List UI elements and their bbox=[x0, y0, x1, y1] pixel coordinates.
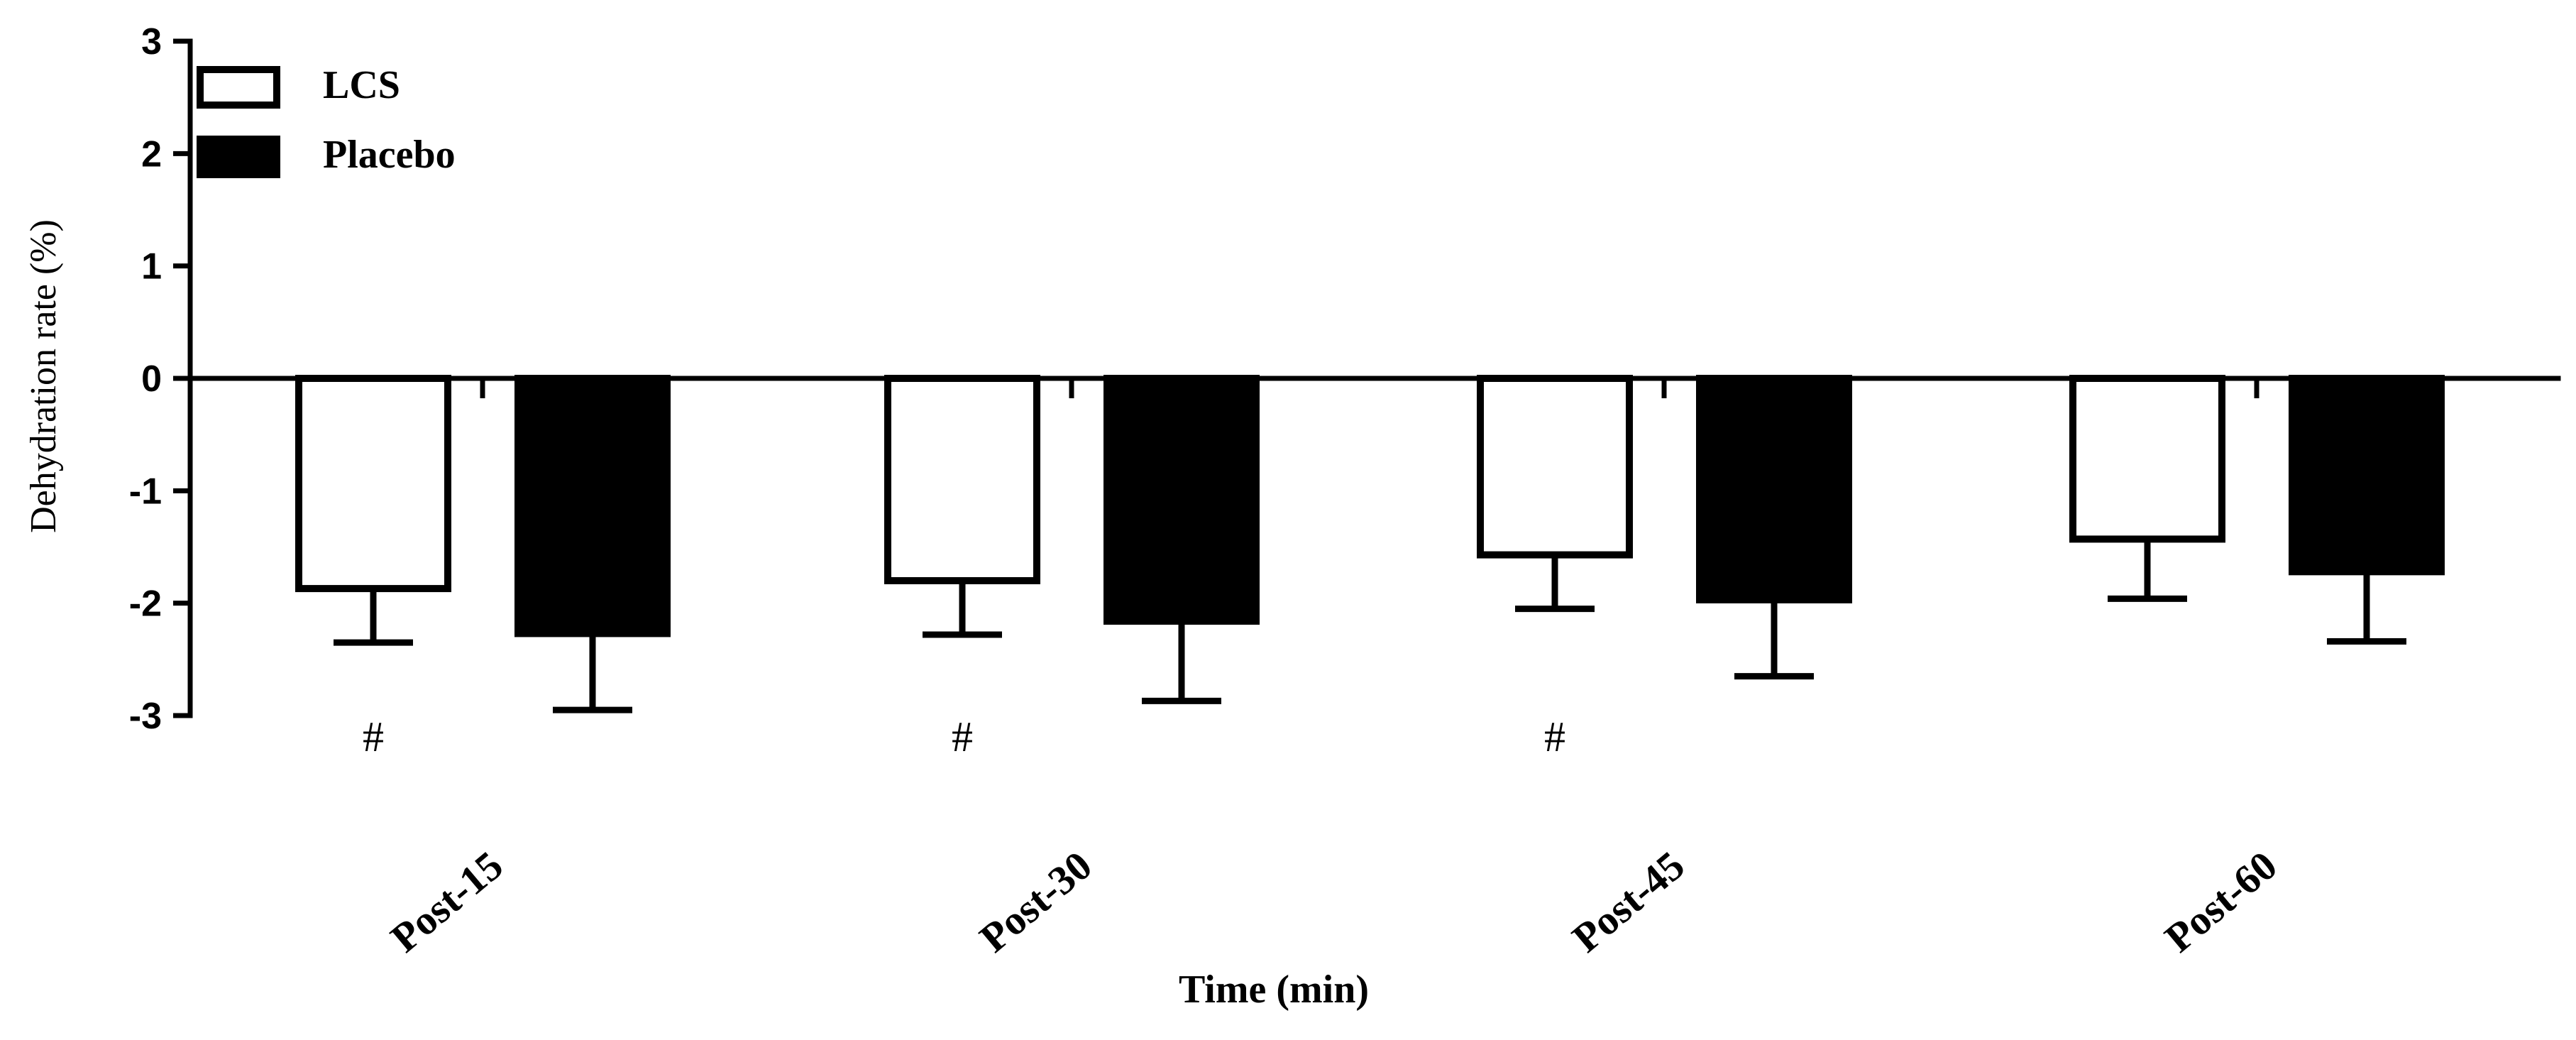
legend-swatch-lcs bbox=[197, 66, 280, 109]
legend-swatch-placebo bbox=[197, 136, 280, 178]
legend: LCS Placebo bbox=[197, 63, 456, 178]
bar-placebo-post-45 bbox=[1696, 375, 1852, 603]
error-bars bbox=[334, 539, 2406, 713]
bar-lcs-post-60 bbox=[2069, 375, 2225, 543]
legend-label-lcs: LCS bbox=[323, 63, 400, 107]
bar-placebo-post-30 bbox=[1103, 375, 1260, 625]
y-tick-label: 0 bbox=[141, 358, 162, 400]
x-tick-label: Post-30 bbox=[971, 842, 1100, 961]
y-tick-label: -3 bbox=[129, 696, 162, 737]
y-tick-label: 2 bbox=[141, 133, 162, 175]
y-axis-title: Dehydration rate (%) bbox=[23, 219, 64, 533]
x-axis-title: Time (min) bbox=[1179, 968, 1369, 1012]
y-ticks: 3 2 1 0 -1 -2 -3 bbox=[129, 21, 190, 737]
error-bar bbox=[334, 589, 413, 646]
error-bar bbox=[1142, 621, 1221, 704]
significance-marker: # bbox=[1544, 713, 1565, 760]
bar-lcs-post-45 bbox=[1477, 375, 1633, 559]
error-bar bbox=[553, 633, 632, 713]
x-tick-label: Post-15 bbox=[382, 842, 511, 961]
error-bar bbox=[2108, 539, 2187, 602]
error-bar bbox=[1734, 599, 1814, 680]
y-tick-label: -2 bbox=[129, 584, 162, 625]
legend-label-placebo: Placebo bbox=[323, 133, 456, 177]
x-tick-label: Post-45 bbox=[1563, 842, 1692, 961]
bar-lcs-post-15 bbox=[295, 375, 451, 593]
y-tick-label: 1 bbox=[141, 246, 162, 288]
error-bar bbox=[2327, 571, 2406, 645]
bars bbox=[295, 375, 2445, 637]
error-bar bbox=[923, 581, 1002, 638]
significance-marker: # bbox=[952, 713, 973, 760]
bar-lcs-post-30 bbox=[884, 375, 1040, 584]
significance-marker: # bbox=[363, 713, 384, 760]
bar-placebo-post-60 bbox=[2289, 375, 2445, 576]
x-tick-label: Post-60 bbox=[2156, 842, 2285, 961]
y-tick-label: 3 bbox=[141, 21, 162, 62]
y-tick-label: -1 bbox=[129, 471, 162, 512]
bar-placebo-post-15 bbox=[514, 375, 671, 637]
error-bar bbox=[1515, 554, 1595, 613]
significance-annotations: # # # bbox=[363, 713, 1565, 760]
